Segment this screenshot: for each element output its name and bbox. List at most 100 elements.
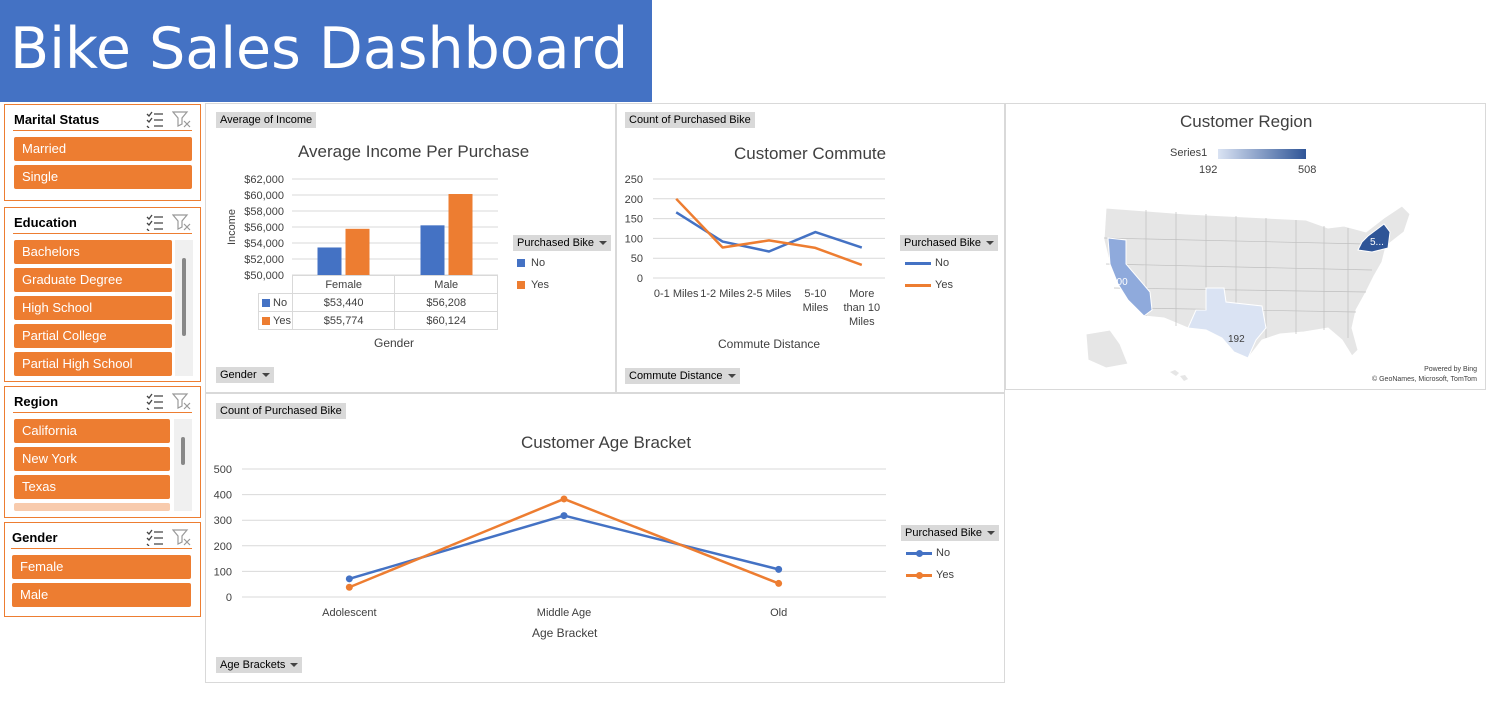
y-tick-label: 100 [625,233,643,245]
slicer-title: Marital Status [14,112,100,127]
series-line-yes [675,197,863,267]
axis-field-label: Commute Distance [629,370,723,382]
x-axis-label: Commute Distance [718,337,821,351]
legend-field-button[interactable]: Purchased Bike [513,235,612,251]
table-cell: $56,208 [394,293,498,312]
clear-filter-icon[interactable] [172,110,192,128]
slicer-item-new-york[interactable]: New York [14,447,170,471]
slicer-item-married[interactable]: Married [14,137,192,161]
slicer-title: Education [14,215,77,230]
slicer-marital-status[interactable]: Marital Status Married Single [4,104,201,201]
slicer-item-partial-college[interactable]: Partial College [14,324,172,348]
california-shape [1107,237,1153,317]
region-map-panel[interactable]: Customer Region Series1 192 508 300 192 … [1005,103,1486,390]
legend-swatch-no [517,259,525,268]
legend-swatch-no [906,549,932,557]
map-label-texas: 192 [1228,334,1245,345]
income-chart-panel[interactable]: Average of Income Average Income Per Pur… [205,103,616,393]
slicer-item-single[interactable]: Single [14,165,192,189]
y-tick-label: 200 [214,541,232,553]
value-field-button[interactable]: Count of Purchased Bike [625,112,755,128]
chart-title: Customer Commute [734,144,887,163]
dropdown-arrow-icon[interactable] [261,373,270,378]
table-header-female: Female [291,275,396,294]
title-banner: Bike Sales Dashboard [0,0,652,102]
multi-select-icon[interactable] [145,392,165,410]
map-label-california: 300 [1111,277,1128,288]
y-tick-label: 0 [226,592,232,604]
data-point-no [775,565,783,573]
slicer-item-partial-high-school[interactable]: Partial High School [14,352,172,376]
slicer-scrollbar[interactable] [174,419,192,511]
bar-no-male [420,225,445,275]
slicer-title: Gender [12,530,58,545]
slicer-education[interactable]: Education Bachelors Graduate Degree High… [4,207,201,382]
axis-field-button[interactable]: Age Brackets [216,657,303,673]
slicer-item-bachelors[interactable]: Bachelors [14,240,172,264]
legend-field-button[interactable]: Purchased Bike [901,525,1000,541]
slicer-item-male[interactable]: Male [12,583,191,607]
slicer-header: Gender [11,523,192,549]
age-chart-plot: 0 100 200 300 400 500 Adolescent Middle Age Old [214,464,886,619]
y-tick-label: $52,000 [244,254,284,266]
slicer-scrollbar[interactable] [175,240,193,376]
chart-title: Customer Region [1180,112,1313,131]
slicer-region[interactable]: Region California New York Texas [4,386,201,518]
table-label-yes: Yes [273,314,291,327]
clear-filter-icon[interactable] [172,392,192,410]
legend-swatch-yes [905,283,931,287]
commute-chart-panel[interactable]: Count of Purchased Bike Customer Commute… [616,103,1005,393]
age-chart-panel[interactable]: Count of Purchased Bike Customer Age Bra… [205,393,1005,683]
scrollbar-thumb[interactable] [182,258,186,336]
x-tick-label: Miles [803,302,829,314]
value-field-button[interactable]: Count of Purchased Bike [216,403,346,419]
slicer-header: Region [13,387,192,413]
y-tick-label: 500 [214,464,232,476]
multi-select-icon[interactable] [145,528,165,546]
legend-swatch-yes [906,571,932,579]
table-cell: $60,124 [394,311,498,330]
axis-field-label: Age Brackets [220,659,286,671]
us-map [1085,205,1411,381]
color-scale-bar [1218,149,1306,159]
slicer-item-high-school[interactable]: High School [14,296,172,320]
legend-swatch-yes [517,281,525,290]
us-mainland-shape [1103,205,1411,359]
slicer-item-graduate-degree[interactable]: Graduate Degree [14,268,172,292]
x-tick-label: 0-1 Miles [654,288,699,300]
multi-select-icon[interactable] [145,213,165,231]
x-tick-label: Old [770,607,787,619]
table-header-male: Male [394,275,498,294]
legend-label: No [936,547,951,559]
page-title: Bike Sales Dashboard [10,16,629,82]
slicer-item-texas[interactable]: Texas [14,475,170,499]
y-tick-label: 100 [214,566,232,578]
dropdown-arrow-icon[interactable] [986,241,995,246]
axis-field-button[interactable]: Commute Distance [625,368,740,384]
dropdown-arrow-icon[interactable] [987,531,996,536]
table-row: Yes $55,774 $60,124 [258,311,498,330]
legend-field-label: Purchased Bike [517,237,595,249]
slicer-item-female[interactable]: Female [12,555,191,579]
map-label-new-york: 5... [1370,237,1384,248]
legend-field-button[interactable]: Purchased Bike [900,235,999,251]
x-tick-label: Middle Age [537,607,591,619]
value-field-button[interactable]: Average of Income [216,112,317,128]
dropdown-arrow-icon[interactable] [290,663,299,668]
clear-filter-icon[interactable] [172,213,192,231]
y-tick-label: 200 [625,194,643,206]
multi-select-icon[interactable] [145,110,165,128]
x-tick-label: Miles [849,316,875,328]
x-tick-label: More [849,288,874,300]
x-tick-label: Adolescent [322,607,376,619]
axis-field-button[interactable]: Gender [216,367,274,383]
dropdown-arrow-icon[interactable] [599,241,608,246]
map-attribution-bing: Powered by Bing [1424,366,1477,373]
y-tick-label: 50 [631,253,643,265]
clear-filter-icon[interactable] [172,528,192,546]
slicer-item-partial[interactable] [14,503,170,511]
slicer-gender[interactable]: Gender Female Male [4,522,201,617]
slicer-item-california[interactable]: California [14,419,170,443]
scrollbar-thumb[interactable] [181,437,185,465]
dropdown-arrow-icon[interactable] [727,374,736,379]
